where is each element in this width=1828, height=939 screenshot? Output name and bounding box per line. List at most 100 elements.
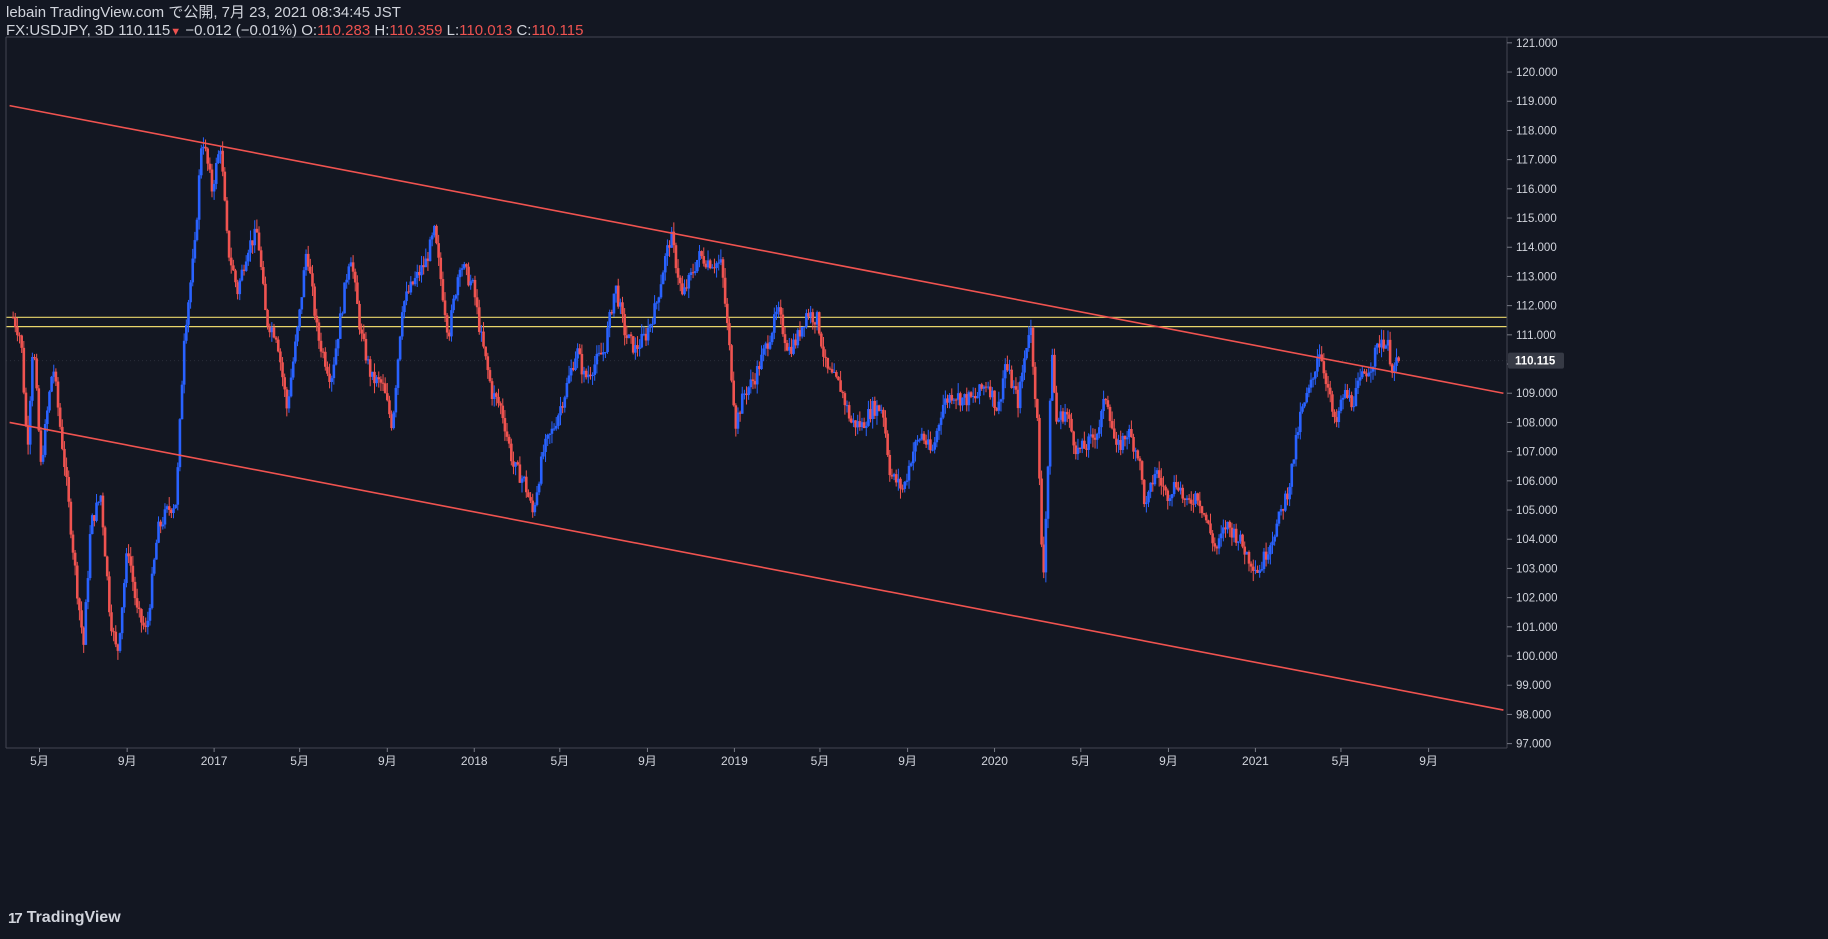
candle-body [980, 384, 984, 389]
candle-body [963, 394, 966, 398]
candle-body [366, 359, 370, 361]
candle-body [657, 297, 661, 303]
candle-body [640, 333, 644, 348]
candle-body [242, 269, 246, 271]
candle-body [238, 280, 242, 295]
down-arrow-icon: ▼ [170, 26, 182, 38]
candle-body [1352, 406, 1356, 408]
candle-body [377, 377, 381, 380]
candle-body [524, 476, 528, 493]
candle-body [101, 495, 105, 528]
candle-body [830, 369, 834, 373]
candle-body [918, 439, 922, 441]
candle-body [324, 351, 327, 367]
candle-body [916, 439, 919, 442]
candle-body [1271, 541, 1274, 546]
candle-body [1053, 354, 1056, 393]
candle-body [371, 371, 374, 377]
candle-body [11, 317, 15, 319]
candle-body [1258, 570, 1261, 573]
candle-body [148, 607, 152, 621]
candle-body [1273, 536, 1276, 542]
candle-body [364, 338, 368, 361]
candle-body [345, 279, 348, 283]
candle-body [460, 268, 464, 270]
candle-body [907, 465, 911, 481]
y-tick-label: 109.000 [1516, 388, 1558, 400]
candle-body [351, 262, 355, 272]
resistance-zone [6, 316, 1507, 328]
candle-body [1134, 450, 1137, 452]
candle-body [178, 419, 182, 468]
candle-body [165, 506, 169, 510]
y-tick-label: 105.000 [1516, 505, 1558, 517]
candle-body [20, 335, 23, 348]
candle-body [1299, 411, 1302, 433]
candle-body [398, 336, 402, 360]
y-tick-label: 98.000 [1516, 709, 1551, 721]
candle-body [1061, 411, 1065, 422]
candle-body [642, 333, 646, 335]
candle-body [956, 393, 960, 400]
candle-body [424, 258, 428, 268]
candle-body [892, 474, 896, 477]
candle-body [289, 377, 293, 397]
close-value: 110.115 [531, 22, 584, 39]
candle-body [1194, 493, 1197, 504]
candle-body [926, 439, 930, 445]
candle-body [1254, 569, 1257, 571]
candle-body [1341, 397, 1345, 400]
candle-body [723, 277, 727, 304]
candle-body [747, 387, 750, 396]
candle-body [1083, 440, 1086, 449]
candle-body [1095, 433, 1099, 440]
candle-body [653, 303, 656, 324]
open-label: O: [301, 22, 318, 39]
candle-body [995, 408, 998, 411]
candle-body [794, 339, 797, 346]
candle-body [1018, 381, 1022, 409]
candle-body [1059, 411, 1063, 420]
candle-body [1382, 339, 1385, 349]
candle-body [199, 148, 203, 176]
candle-body [172, 508, 175, 514]
candle-body [599, 352, 603, 355]
upper-trendline [9, 104, 1504, 395]
candle-body [484, 346, 487, 357]
candle-body [261, 267, 265, 284]
x-tick-label: 5月 [30, 754, 49, 768]
candle-body [1204, 514, 1208, 521]
candle-body [1222, 527, 1225, 534]
candle-body [740, 393, 744, 414]
candle-body [1172, 482, 1176, 495]
y-tick-label: 99.000 [1516, 680, 1551, 692]
candle-body [266, 310, 269, 327]
candle-body [123, 583, 126, 608]
candle-body [193, 240, 197, 259]
candle-body [88, 534, 92, 579]
candle-body [247, 252, 250, 262]
candle-body [407, 291, 410, 293]
candle-body [1207, 520, 1210, 524]
candle-body [321, 351, 325, 353]
candle-body [689, 272, 693, 275]
candle-body [659, 284, 663, 298]
candle-body [909, 463, 913, 466]
candle-body [871, 400, 874, 420]
x-tick-label: 2021 [1242, 754, 1269, 768]
candle-body [661, 272, 665, 285]
candle-body [90, 515, 94, 535]
candle-body [736, 412, 740, 429]
candle-body [1177, 487, 1180, 491]
candle-body [751, 379, 755, 382]
candle-body [631, 336, 635, 353]
candle-body [127, 553, 130, 557]
candle-body [110, 612, 113, 632]
candle-body [745, 393, 748, 396]
candle-body [84, 602, 88, 645]
tradingview-mark-icon: 17 [8, 909, 23, 927]
candle-body [232, 265, 235, 271]
candle-body [1132, 436, 1135, 452]
candle-body [1050, 354, 1054, 401]
